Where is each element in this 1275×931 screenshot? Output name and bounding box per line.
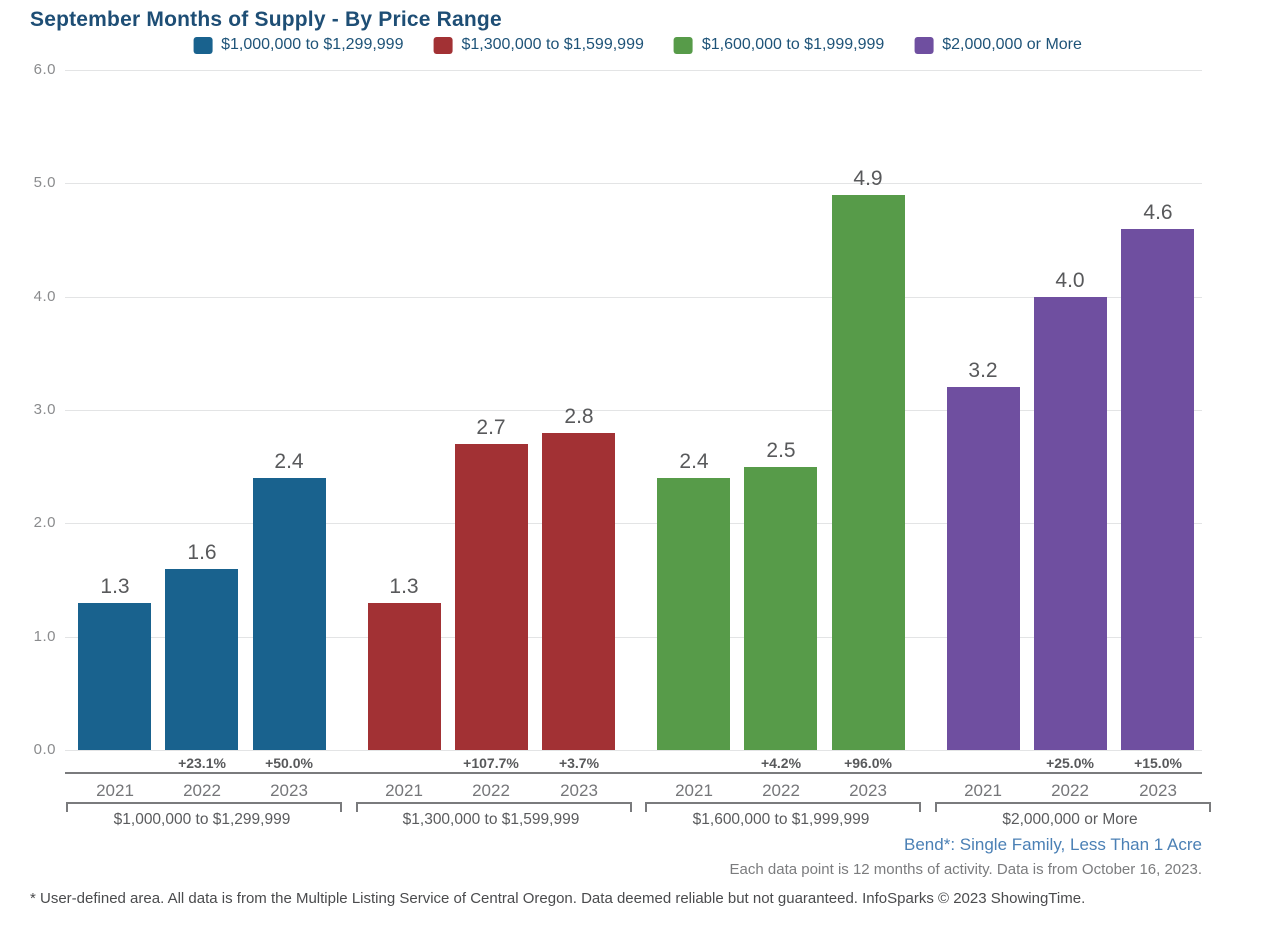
bar-value-label: 3.2 xyxy=(968,359,998,382)
year-label: 2023 xyxy=(560,781,598,800)
bar-value-label: 1.6 xyxy=(187,541,217,564)
y-axis-tick-label: 6.0 xyxy=(33,61,56,79)
gridline xyxy=(65,523,1202,525)
y-axis-tick-label: 2.0 xyxy=(33,514,56,532)
bar xyxy=(455,444,528,750)
year-label: 2021 xyxy=(385,781,423,800)
gridline xyxy=(65,296,1202,298)
year-label: 2021 xyxy=(96,781,134,800)
gridline xyxy=(65,410,1202,411)
y-axis-tick-label: 3.0 xyxy=(33,401,56,418)
bar xyxy=(947,387,1020,750)
bar-value-label: 4.6 xyxy=(1143,201,1173,224)
y-axis-tick-label: 4.0 xyxy=(33,287,56,305)
bar xyxy=(744,467,817,750)
bar-value-label: 4.0 xyxy=(1055,269,1085,292)
y-axis-tick-label: 0.0 xyxy=(33,741,56,758)
pct-change-label: +50.0% xyxy=(265,755,313,771)
group-bracket xyxy=(356,802,632,812)
pct-change-label: +96.0% xyxy=(844,755,892,771)
legend-item: $1,600,000 to $1,999,999 xyxy=(673,36,885,54)
legend-label: $1,000,000 to $1,299,999 xyxy=(221,36,404,53)
group-range-label: $2,000,000 or More xyxy=(1002,811,1138,828)
pct-change-label: +107.7% xyxy=(463,755,519,771)
bar xyxy=(1121,229,1194,750)
legend-label: $1,300,000 to $1,599,999 xyxy=(461,36,644,53)
year-label: 2022 xyxy=(762,781,800,800)
bar xyxy=(542,433,615,750)
year-label: 2023 xyxy=(1139,781,1177,800)
legend-swatch-icon xyxy=(673,36,693,54)
pct-change-label: +3.7% xyxy=(558,755,600,771)
gridline xyxy=(65,636,1202,638)
group-range-label: $1,600,000 to $1,999,999 xyxy=(692,811,870,828)
bar-value-label: 4.9 xyxy=(853,167,883,190)
year-label: 2021 xyxy=(964,781,1002,800)
bar-value-label: 2.7 xyxy=(476,416,506,439)
pct-change-label: +15.0% xyxy=(1134,755,1182,771)
legend-swatch-icon xyxy=(914,36,934,54)
group-bracket xyxy=(935,802,1211,812)
chart-title: September Months of Supply - By Price Ra… xyxy=(30,8,502,31)
bar-value-label: 2.8 xyxy=(564,405,594,428)
year-label: 2022 xyxy=(183,781,221,800)
legend-label: $2,000,000 or More xyxy=(942,36,1082,53)
legend: $1,000,000 to $1,299,999 $1,300,000 to $1… xyxy=(193,36,1082,54)
group-range-label: $1,000,000 to $1,299,999 xyxy=(113,811,291,828)
legend-item: $1,000,000 to $1,299,999 xyxy=(193,36,403,54)
bar-value-label: 2.4 xyxy=(679,450,709,473)
pct-change-label: +25.0% xyxy=(1046,755,1094,771)
year-label: 2022 xyxy=(1051,781,1089,800)
bar-value-label: 2.5 xyxy=(766,439,796,462)
bar xyxy=(657,478,730,750)
x-axis-line xyxy=(65,772,1202,774)
bar xyxy=(832,195,905,750)
y-axis-tick-label: 1.0 xyxy=(33,627,56,645)
gridline xyxy=(65,183,1202,185)
year-label: 2023 xyxy=(849,781,887,800)
year-label: 2022 xyxy=(472,781,510,800)
gridline xyxy=(65,70,1202,72)
bar-value-label: 1.3 xyxy=(100,575,130,598)
gridline xyxy=(65,750,1202,751)
group-bracket xyxy=(645,802,921,812)
legend-item: $1,300,000 to $1,599,999 xyxy=(433,36,644,54)
legend-label: $1,600,000 to $1,999,999 xyxy=(701,36,885,53)
bar xyxy=(253,478,326,750)
group-bracket xyxy=(66,802,342,812)
bar-value-label: 1.3 xyxy=(389,575,419,598)
bar xyxy=(165,569,238,750)
y-axis-tick-label: 5.0 xyxy=(33,174,56,192)
data-note: Each data point is 12 months of activity… xyxy=(729,861,1202,878)
legend-item: $2,000,000 or More xyxy=(914,36,1082,54)
year-label: 2021 xyxy=(675,781,713,800)
legend-swatch-icon xyxy=(433,36,453,54)
bar-value-label: 2.4 xyxy=(274,450,304,473)
bar xyxy=(78,603,151,750)
pct-change-label: +23.1% xyxy=(178,755,226,771)
pct-change-label: +4.2% xyxy=(760,755,802,771)
bar xyxy=(368,603,441,750)
year-label: 2023 xyxy=(270,781,308,800)
legend-swatch-icon xyxy=(193,36,213,54)
disclaimer: * User-defined area. All data is from th… xyxy=(30,890,1086,907)
context-link[interactable]: Bend*: Single Family, Less Than 1 Acre xyxy=(904,835,1202,854)
group-range-label: $1,300,000 to $1,599,999 xyxy=(402,811,580,828)
bar xyxy=(1034,297,1107,750)
